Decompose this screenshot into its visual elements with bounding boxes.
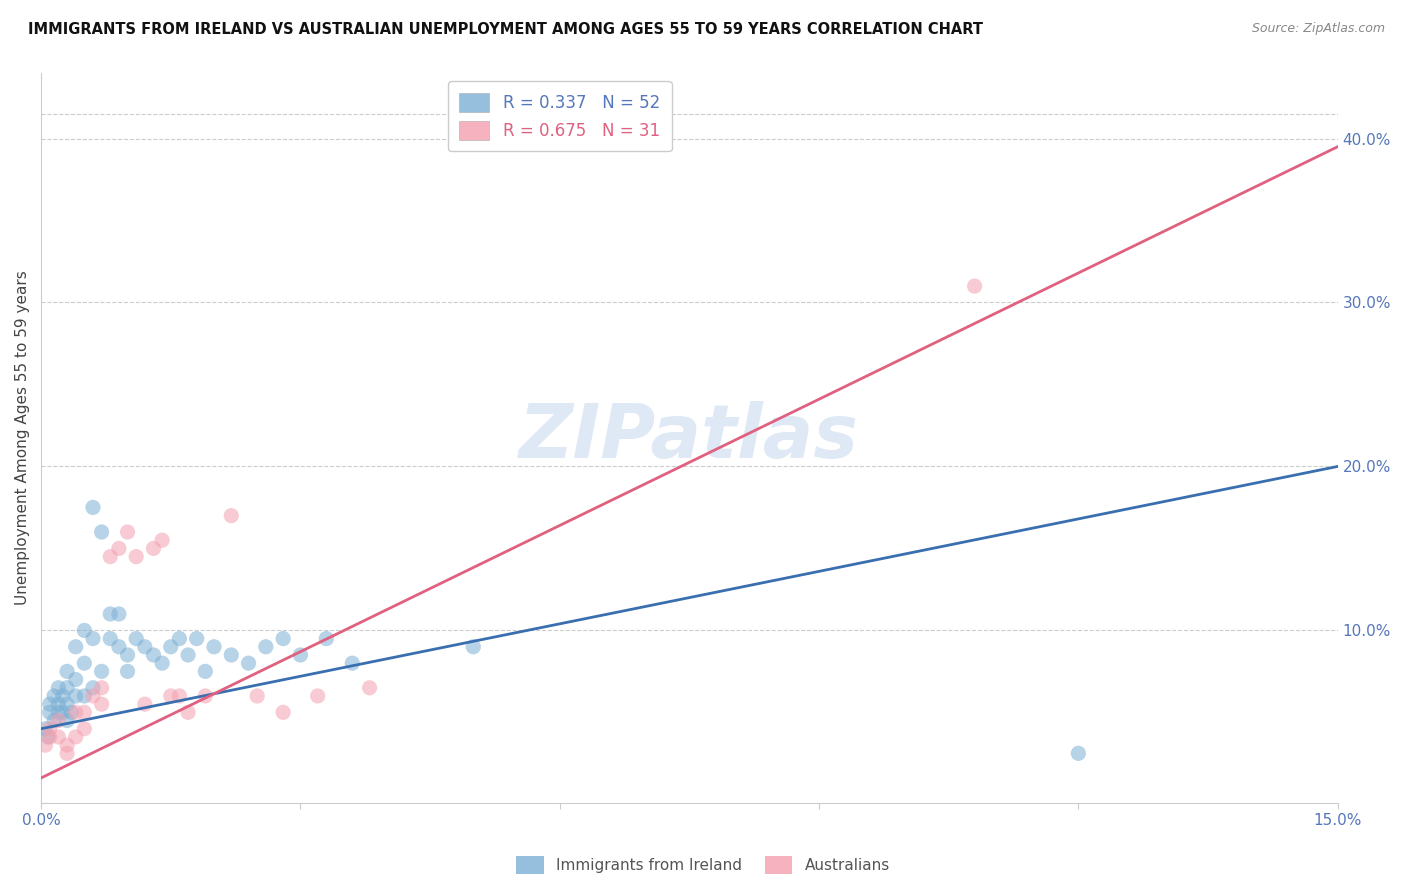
Point [60, 706, 83, 720]
Point [238, 656, 260, 670]
Point [37, 730, 59, 744]
Point [56, 665, 79, 679]
Point [34, 738, 56, 752]
Text: Source: ZipAtlas.com: Source: ZipAtlas.com [1251, 22, 1385, 36]
Point [117, 648, 139, 662]
Point [56, 697, 79, 711]
Point [307, 689, 329, 703]
Point [42, 714, 65, 728]
Point [38, 706, 60, 720]
Point [150, 533, 173, 548]
Point [342, 656, 364, 670]
Point [169, 689, 191, 703]
Point [271, 706, 294, 720]
Point [42, 689, 65, 703]
Point [177, 648, 200, 662]
Point [56, 714, 79, 728]
Point [117, 524, 139, 539]
Point [150, 656, 173, 670]
Point [65, 706, 87, 720]
Point [38, 697, 60, 711]
Point [98, 607, 121, 621]
Point [82, 681, 104, 695]
Point [219, 508, 242, 523]
Point [194, 689, 217, 703]
Point [73, 656, 96, 670]
Point [290, 648, 312, 662]
Point [34, 722, 56, 736]
Point [56, 747, 79, 761]
Y-axis label: Unemployment Among Ages 55 to 59 years: Unemployment Among Ages 55 to 59 years [15, 270, 30, 605]
Point [142, 648, 165, 662]
Point [73, 624, 96, 638]
Point [98, 632, 121, 646]
Point [254, 640, 277, 654]
Point [246, 689, 269, 703]
Point [108, 541, 131, 556]
Legend: Immigrants from Ireland, Australians: Immigrants from Ireland, Australians [510, 850, 896, 880]
Point [65, 640, 87, 654]
Point [90, 524, 112, 539]
Point [56, 681, 79, 695]
Point [90, 681, 112, 695]
Point [315, 632, 337, 646]
Point [202, 640, 225, 654]
Point [159, 640, 181, 654]
Text: ZIPatlas: ZIPatlas [519, 401, 859, 475]
Point [159, 689, 181, 703]
Point [65, 673, 87, 687]
Point [117, 665, 139, 679]
Point [48, 681, 70, 695]
Point [52, 706, 75, 720]
Point [125, 549, 148, 564]
Point [82, 689, 104, 703]
Point [48, 730, 70, 744]
Point [359, 681, 381, 695]
Point [65, 730, 87, 744]
Point [125, 632, 148, 646]
Point [271, 632, 294, 646]
Point [1067, 747, 1090, 761]
Legend: R = 0.337   N = 52, R = 0.675   N = 31: R = 0.337 N = 52, R = 0.675 N = 31 [447, 81, 672, 152]
Point [38, 722, 60, 736]
Point [219, 648, 242, 662]
Point [73, 706, 96, 720]
Point [73, 689, 96, 703]
Point [90, 697, 112, 711]
Point [73, 722, 96, 736]
Point [52, 689, 75, 703]
Point [463, 640, 485, 654]
Point [98, 549, 121, 564]
Point [108, 640, 131, 654]
Point [134, 640, 156, 654]
Point [90, 665, 112, 679]
Point [142, 541, 165, 556]
Point [108, 607, 131, 621]
Point [963, 279, 986, 293]
Point [82, 500, 104, 515]
Point [82, 632, 104, 646]
Point [177, 706, 200, 720]
Point [48, 706, 70, 720]
Point [194, 665, 217, 679]
Point [186, 632, 208, 646]
Point [48, 714, 70, 728]
Point [169, 632, 191, 646]
Point [48, 697, 70, 711]
Point [134, 697, 156, 711]
Point [38, 730, 60, 744]
Point [65, 689, 87, 703]
Text: IMMIGRANTS FROM IRELAND VS AUSTRALIAN UNEMPLOYMENT AMONG AGES 55 TO 59 YEARS COR: IMMIGRANTS FROM IRELAND VS AUSTRALIAN UN… [28, 22, 983, 37]
Point [56, 738, 79, 752]
